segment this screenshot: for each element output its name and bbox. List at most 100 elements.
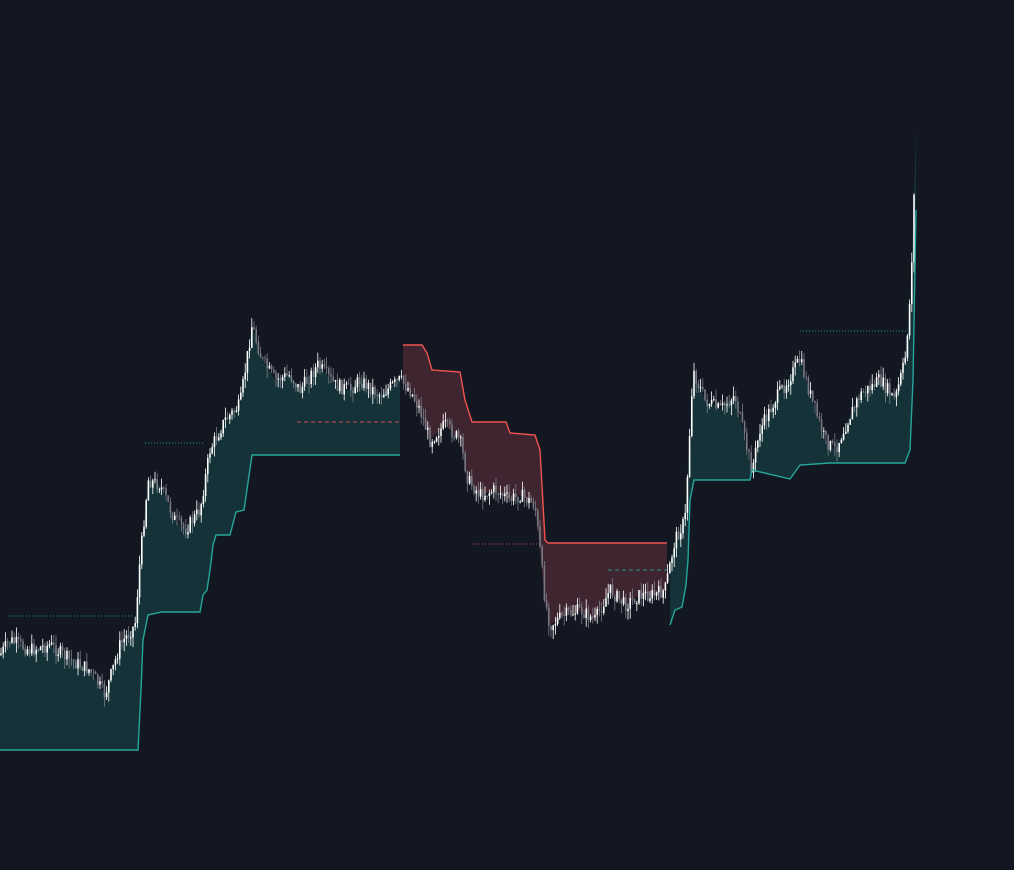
- candle-body: [798, 358, 801, 363]
- candle-body: [189, 517, 191, 533]
- candle-body: [453, 437, 455, 439]
- candle-body: [697, 383, 700, 388]
- candle-body: [433, 441, 436, 443]
- candle-body: [112, 664, 114, 670]
- candle-body: [9, 642, 11, 644]
- candle-body: [596, 608, 598, 615]
- supertrend-bull-line-0: [0, 454, 400, 751]
- candle-body: [743, 422, 746, 433]
- candle-body: [61, 646, 64, 651]
- candle-body: [691, 396, 693, 437]
- candle-body: [849, 419, 851, 425]
- candle-body: [446, 420, 449, 422]
- candle-body: [543, 565, 546, 601]
- candle-body: [182, 524, 185, 529]
- candle-body: [451, 424, 453, 438]
- candle-body: [688, 436, 691, 477]
- candle-body: [847, 424, 849, 432]
- candle-body: [314, 367, 317, 378]
- candle-body: [204, 474, 207, 497]
- candle-body: [108, 680, 110, 693]
- candle-body: [842, 433, 845, 440]
- candle-body: [900, 372, 902, 385]
- candle-body: [105, 692, 108, 698]
- candle-body: [662, 590, 664, 598]
- candle-body: [585, 608, 587, 618]
- candle-body: [732, 395, 735, 401]
- candle-body: [686, 476, 689, 513]
- candle-body: [550, 625, 552, 631]
- candle-body: [809, 390, 812, 394]
- candle-body: [583, 614, 585, 618]
- candle-body: [576, 604, 579, 614]
- candle-body: [273, 369, 275, 373]
- candle-body: [834, 442, 836, 447]
- candle-body: [774, 402, 777, 408]
- candle-body: [616, 590, 618, 602]
- candle-body: [301, 386, 304, 393]
- candle-body: [94, 671, 97, 675]
- candle-body: [752, 462, 755, 473]
- candle-body: [154, 479, 156, 481]
- candle-body: [347, 383, 350, 385]
- candle-body: [119, 640, 121, 659]
- candle-body: [367, 382, 370, 389]
- candle-body: [713, 399, 715, 401]
- candle-body: [130, 637, 132, 639]
- candle-body: [913, 194, 915, 263]
- candle-body: [600, 610, 603, 613]
- candle-body: [757, 440, 759, 448]
- candle-body: [37, 649, 40, 651]
- candle-body: [515, 493, 517, 497]
- candle-body: [44, 645, 46, 653]
- candle-body: [532, 502, 535, 508]
- candle-body: [893, 393, 895, 398]
- candle-body: [620, 599, 623, 605]
- candle-body: [246, 351, 249, 373]
- candle-body: [779, 386, 781, 390]
- candle-body: [649, 598, 651, 601]
- candle-body: [286, 373, 288, 376]
- candle-body: [827, 435, 829, 450]
- candle-body: [794, 362, 796, 368]
- candle-body: [341, 379, 343, 395]
- candle-body: [466, 471, 469, 484]
- candle-body: [490, 492, 493, 494]
- candle-body: [317, 360, 319, 368]
- candle-body: [365, 378, 367, 389]
- candle-body: [244, 372, 246, 380]
- candle-body: [528, 498, 530, 504]
- candle-body: [882, 377, 884, 387]
- candle-body: [72, 660, 75, 662]
- candle-body: [559, 612, 561, 618]
- candle-body: [499, 493, 502, 495]
- candle-body: [374, 387, 376, 395]
- candle-body: [138, 564, 141, 598]
- candle-body: [484, 495, 486, 501]
- candle-body: [160, 487, 163, 490]
- candle-body: [224, 417, 227, 421]
- candle-body: [537, 511, 539, 527]
- candle-body: [391, 381, 394, 383]
- candle-body: [235, 410, 238, 412]
- candle-body: [746, 432, 748, 451]
- candle-body: [748, 450, 750, 452]
- candle-body: [198, 509, 200, 516]
- candle-body: [653, 590, 656, 596]
- candle-body: [853, 406, 856, 408]
- candle-body: [594, 614, 596, 618]
- candle-body: [418, 405, 420, 408]
- candle-body: [651, 590, 653, 599]
- candle-body: [622, 597, 625, 605]
- candle-body: [319, 360, 321, 369]
- candle-body: [24, 648, 26, 655]
- candle-body: [187, 532, 189, 535]
- level-lines: [8, 330, 907, 617]
- candle-body: [0, 653, 2, 655]
- candle-body: [556, 617, 559, 624]
- candle-body: [398, 376, 400, 381]
- candle-body: [297, 383, 299, 388]
- candle-body: [629, 598, 631, 609]
- candle-body: [2, 646, 4, 654]
